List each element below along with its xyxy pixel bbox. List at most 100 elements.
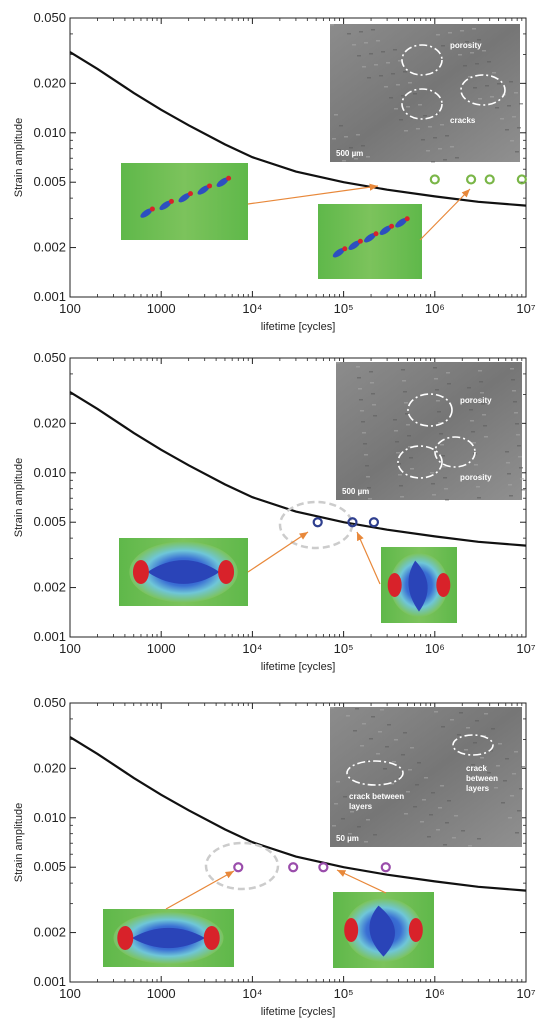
micrograph-texture — [442, 466, 446, 468]
micrograph-texture — [508, 817, 512, 819]
micrograph-texture — [440, 785, 444, 787]
micrograph-texture — [434, 711, 438, 713]
y-tick-label: 0.050 — [33, 10, 66, 25]
micrograph-texture — [362, 432, 366, 434]
y-tick-label: 0.001 — [33, 289, 66, 304]
micrograph-texture — [389, 97, 393, 99]
y-tick-label: 0.050 — [33, 695, 66, 710]
annotation-ellipse — [401, 88, 443, 120]
micrograph-texture — [394, 108, 398, 110]
micrograph-texture — [355, 708, 359, 710]
annotation-ellipse — [460, 74, 506, 106]
micrograph-texture — [352, 44, 356, 46]
y-axis-label: Strain amplitude — [13, 803, 25, 883]
x-tick-label: 100 — [59, 986, 81, 1001]
micrograph-texture — [362, 723, 366, 725]
micrograph-texture — [505, 129, 509, 131]
x-tick-label: 10⁴ — [242, 986, 262, 1001]
micrograph-texture — [513, 401, 517, 403]
micrograph-texture — [445, 822, 449, 824]
data-point — [429, 174, 440, 185]
micrograph-texture — [367, 487, 371, 489]
micrograph-texture — [479, 381, 483, 383]
micrograph-texture — [466, 727, 470, 729]
micrograph-texture — [339, 125, 343, 127]
micrograph-texture — [511, 379, 515, 381]
micrograph-texture — [367, 77, 371, 79]
crack-blob — [159, 200, 172, 211]
pointer-arrow — [247, 531, 309, 573]
micrograph-texture — [508, 484, 512, 486]
micrograph-texture — [356, 134, 360, 136]
micrograph-texture — [487, 61, 491, 63]
micrograph-texture — [364, 42, 368, 44]
micrograph-texture — [480, 392, 484, 394]
micrograph-texture — [369, 53, 373, 55]
micrograph-texture — [433, 137, 437, 139]
y-tick-label: 0.005 — [33, 514, 66, 529]
micrograph-texture — [450, 719, 454, 721]
pointer-arrow — [419, 188, 471, 241]
micrograph-texture — [336, 781, 340, 783]
micrograph-texture — [454, 815, 458, 817]
micrograph-texture — [404, 813, 408, 815]
crack-core — [131, 927, 206, 949]
scale-bar-label: 500 µm — [336, 149, 363, 158]
micrograph-texture — [473, 87, 477, 89]
micrograph-texture — [426, 150, 430, 152]
data-point — [380, 862, 391, 873]
micrograph-texture — [490, 96, 494, 98]
micrograph-texture — [510, 368, 514, 370]
micrograph-texture — [500, 118, 504, 120]
micrograph-texture — [452, 837, 456, 839]
micrograph-texture — [436, 829, 440, 831]
micrograph-texture — [348, 833, 352, 835]
micrograph-texture — [457, 734, 461, 736]
micrograph-texture — [356, 366, 360, 368]
micrograph-texture — [471, 431, 475, 433]
x-tick-label: 10⁶ — [425, 641, 445, 656]
micrograph-texture — [415, 784, 419, 786]
simulation-inset — [381, 547, 457, 623]
annotation-ellipse — [346, 760, 404, 786]
micrograph-texture — [517, 445, 521, 447]
micrograph-texture — [408, 446, 412, 448]
micrograph-texture — [509, 495, 513, 497]
micrograph-texture — [434, 378, 438, 380]
simulation-inset — [119, 538, 248, 606]
micrograph-texture — [492, 72, 496, 74]
micrograph-texture — [443, 477, 447, 479]
micrograph-texture — [430, 472, 434, 474]
micrograph-annotation-label: crack between layers — [349, 792, 404, 811]
micrograph-texture — [515, 151, 519, 153]
micrograph-texture — [494, 787, 498, 789]
micrograph-texture — [397, 463, 401, 465]
micrograph-texture — [408, 82, 412, 84]
micrograph-texture — [453, 43, 457, 45]
micrograph-texture — [384, 86, 388, 88]
micrograph-texture — [399, 119, 403, 121]
micrograph-texture — [371, 716, 375, 718]
micrograph-texture — [468, 398, 472, 400]
micrograph-texture — [464, 749, 468, 751]
data-point — [288, 862, 299, 873]
fatigue-curve — [69, 391, 527, 547]
annotation-ellipse — [407, 393, 453, 427]
micrograph-annotation-label: porosity — [460, 396, 492, 405]
micrograph-texture — [406, 106, 410, 108]
micrograph-texture — [428, 126, 432, 128]
micrograph-texture — [403, 391, 407, 393]
micrograph-texture — [368, 498, 372, 500]
micrograph-texture — [359, 31, 363, 33]
micrograph-texture — [350, 811, 354, 813]
stress-hotspot — [207, 183, 213, 189]
micrograph-texture — [514, 412, 518, 414]
micrograph-texture — [363, 443, 367, 445]
fatigue-curve — [69, 736, 527, 892]
micrograph-texture — [370, 382, 374, 384]
x-axis-label: lifetime [cycles] — [261, 321, 336, 333]
simulation-field — [121, 163, 248, 240]
micrograph-texture — [505, 758, 509, 760]
micrograph-texture — [445, 499, 449, 501]
micrograph-texture — [339, 840, 343, 842]
